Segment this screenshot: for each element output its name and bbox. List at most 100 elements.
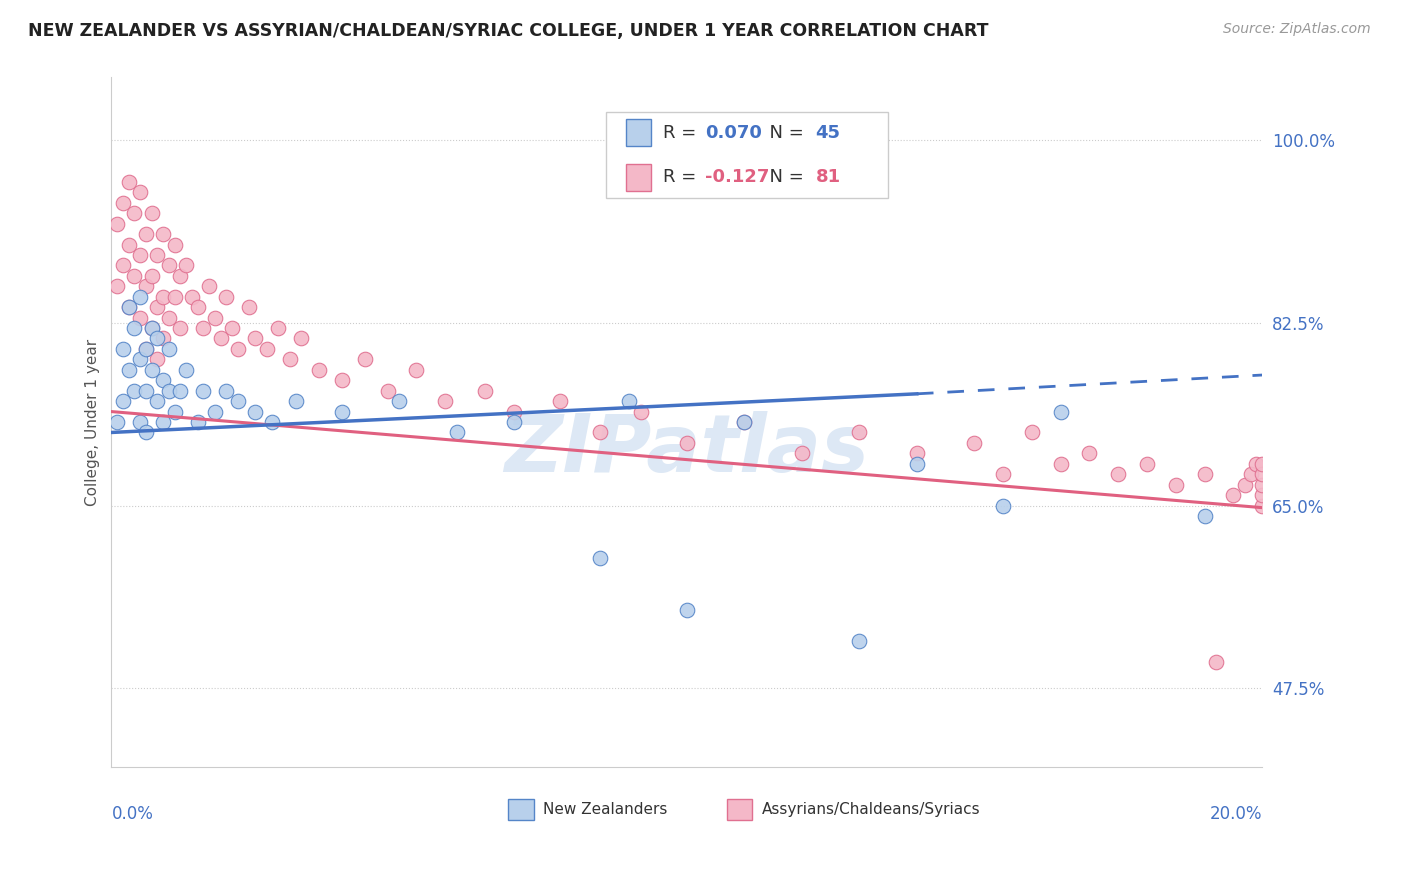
Text: 81: 81 (815, 169, 841, 186)
Point (221, 321, 243, 335)
Point (1021, 425, 1043, 440)
Point (135, 342, 157, 356)
Point (111, 195, 134, 210)
Point (1251, 467, 1274, 482)
Text: Assyrians/Chaldeans/Syriacs: Assyrians/Chaldeans/Syriacs (762, 802, 980, 817)
Point (129, 186, 152, 200)
Point (330, 373, 353, 387)
Point (174, 363, 197, 377)
Point (1078, 446, 1101, 460)
Point (157, 342, 180, 356)
Point (1251, 499, 1274, 513)
Point (226, 394, 249, 409)
FancyBboxPatch shape (626, 119, 651, 146)
Point (1251, 477, 1274, 491)
Point (1246, 457, 1268, 471)
Point (124, 321, 146, 335)
Y-axis label: College, Under 1 year: College, Under 1 year (86, 338, 100, 506)
Point (129, 248, 152, 262)
Point (146, 394, 169, 409)
Point (388, 394, 411, 409)
Point (141, 321, 163, 335)
Point (209, 331, 232, 345)
Text: 0.0%: 0.0% (111, 805, 153, 823)
Point (290, 331, 312, 345)
Point (129, 290, 152, 304)
Point (262, 415, 284, 429)
Point (141, 206, 163, 220)
Point (111, 342, 134, 356)
Point (146, 300, 169, 314)
Point (146, 248, 169, 262)
Point (991, 499, 1014, 513)
Point (187, 415, 209, 429)
Point (129, 310, 152, 325)
Point (215, 384, 238, 398)
Point (187, 300, 209, 314)
Point (589, 550, 612, 565)
Point (1233, 477, 1256, 491)
Point (193, 321, 215, 335)
Point (118, 175, 141, 189)
Point (111, 394, 134, 409)
Point (905, 457, 928, 471)
Point (548, 394, 571, 409)
FancyBboxPatch shape (727, 799, 752, 820)
Text: NEW ZEALANDER VS ASSYRIAN/CHALDEAN/SYRIAC COLLEGE, UNDER 1 YEAR CORRELATION CHAR: NEW ZEALANDER VS ASSYRIAN/CHALDEAN/SYRIA… (28, 22, 988, 40)
Point (105, 279, 128, 293)
Point (405, 363, 427, 377)
Point (141, 268, 163, 283)
Text: New Zealanders: New Zealanders (543, 802, 668, 817)
Point (135, 227, 157, 241)
Point (157, 310, 180, 325)
Point (226, 342, 249, 356)
Point (105, 415, 128, 429)
Point (204, 310, 226, 325)
Point (118, 363, 141, 377)
Point (991, 467, 1014, 482)
Point (245, 331, 267, 345)
Point (377, 384, 399, 398)
Text: R =: R = (662, 124, 702, 142)
Point (157, 259, 180, 273)
Point (308, 363, 330, 377)
Text: 0.070: 0.070 (706, 124, 762, 142)
Text: N =: N = (758, 169, 810, 186)
Point (152, 415, 174, 429)
Point (1049, 404, 1071, 418)
Point (135, 384, 157, 398)
Point (1205, 655, 1227, 669)
Point (1251, 488, 1274, 502)
FancyBboxPatch shape (606, 112, 889, 198)
Point (1164, 477, 1187, 491)
Point (152, 227, 174, 241)
Point (1239, 467, 1261, 482)
Point (238, 300, 260, 314)
Point (169, 384, 191, 398)
Point (146, 331, 169, 345)
Point (589, 425, 612, 440)
Point (330, 404, 353, 418)
Point (905, 446, 928, 460)
Point (163, 404, 186, 418)
Point (105, 217, 128, 231)
Point (193, 384, 215, 398)
Point (245, 404, 267, 418)
Point (963, 436, 986, 450)
Point (174, 259, 197, 273)
Point (111, 259, 134, 273)
Point (141, 321, 163, 335)
Point (446, 425, 468, 440)
Point (129, 352, 152, 367)
Point (1107, 467, 1129, 482)
Point (163, 290, 186, 304)
Text: Source: ZipAtlas.com: Source: ZipAtlas.com (1223, 22, 1371, 37)
Point (353, 352, 375, 367)
Point (118, 300, 141, 314)
Point (146, 352, 169, 367)
Point (278, 352, 301, 367)
Point (163, 237, 186, 252)
Point (152, 373, 174, 387)
Point (733, 415, 755, 429)
Point (733, 415, 755, 429)
